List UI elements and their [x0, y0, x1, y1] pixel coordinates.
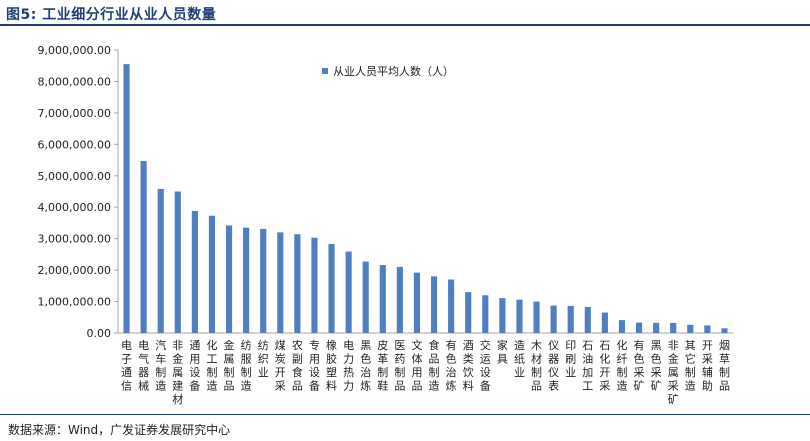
legend-label: 从业人员平均人数（人） — [333, 65, 454, 78]
figure-title: 图5: 工业细分行业从业人员数量 — [6, 7, 217, 23]
bar — [567, 305, 574, 333]
bar — [533, 301, 540, 333]
x-tick-label: 非金属采矿 — [668, 339, 679, 406]
bar — [601, 312, 608, 333]
x-tick-label: 煤炭开采 — [275, 339, 286, 393]
x-tick-label: 汽车制造 — [155, 338, 166, 393]
y-tick-label: 6,000,000.00 — [38, 138, 111, 151]
bars — [123, 64, 728, 334]
bar — [618, 320, 626, 333]
x-tick-label: 皮革制鞋 — [377, 339, 388, 393]
bar — [499, 298, 506, 333]
x-tick-label: 烟草制品 — [719, 338, 730, 393]
bar — [157, 188, 164, 333]
bar — [174, 191, 181, 333]
source-note: 数据来源：Wind，广发证券发展研究中心 — [8, 423, 231, 437]
y-tick-label: 5,000,000.00 — [38, 170, 111, 183]
x-tick-label: 黑色采矿 — [651, 339, 662, 393]
bar — [311, 237, 318, 333]
x-tick-label: 仪器仪表 — [548, 339, 559, 393]
legend-swatch — [322, 68, 328, 74]
x-tick-label: 印刷业 — [565, 339, 576, 379]
y-tick-label: 0.00 — [87, 327, 112, 340]
x-tick-label: 非金属建材 — [172, 339, 183, 406]
bar — [635, 322, 643, 333]
bar — [413, 272, 421, 333]
legend: 从业人员平均人数（人） — [322, 65, 454, 78]
x-tick-label: 造纸业 — [514, 338, 525, 379]
bar — [396, 266, 403, 333]
y-tick-label: 8,000,000.00 — [38, 75, 111, 88]
bar — [465, 292, 472, 333]
x-tick-label: 酒类饮料 — [463, 339, 474, 393]
bar — [123, 64, 130, 334]
x-axis-labels: 电子通信电气器械汽车制造非金属建材通用设备化工制造金属制品纺服制造纺织业煤炭开采… — [121, 338, 730, 406]
bar — [687, 324, 694, 333]
x-tick-label: 黑色治炼 — [360, 339, 371, 393]
bar — [721, 328, 728, 333]
y-tick-label: 4,000,000.00 — [38, 201, 111, 214]
bar — [345, 251, 352, 333]
y-tick-label: 3,000,000.00 — [38, 233, 111, 246]
bar — [208, 215, 216, 333]
bar — [225, 225, 233, 333]
x-tick-label: 专用设备 — [309, 338, 320, 393]
bar — [191, 211, 198, 333]
x-tick-label: 医药制品 — [394, 339, 405, 393]
source-divider — [0, 414, 810, 415]
x-tick-label: 开采辅助 — [702, 339, 713, 393]
bar — [294, 234, 301, 333]
x-tick-label: 石化开采 — [599, 339, 610, 393]
y-axis: 0.00 1,000,000.00 2,000,000.00 3,000,000.00… — [38, 44, 733, 340]
x-tick-label: 有色治炼 — [446, 338, 457, 393]
x-tick-label: 化工制造 — [206, 338, 217, 393]
x-tick-label: 通用设备 — [189, 339, 200, 393]
bar — [550, 305, 557, 333]
x-tick-label: 有色采矿 — [634, 338, 645, 393]
y-tick-label: 9,000,000.00 — [38, 44, 111, 57]
bar — [670, 322, 677, 333]
x-tick-label: 化纤制造 — [616, 338, 627, 393]
bar — [482, 295, 489, 333]
bar — [516, 299, 523, 333]
x-tick-label: 纺织业 — [258, 338, 269, 379]
x-tick-label: 家具 — [497, 338, 508, 366]
title-divider — [0, 24, 810, 26]
bar — [362, 261, 369, 333]
x-tick-label: 木材制品 — [531, 339, 542, 393]
bar — [277, 232, 284, 333]
x-tick-label: 橡胶塑料 — [326, 339, 337, 393]
bar — [584, 306, 591, 333]
bar — [328, 244, 335, 333]
bar — [653, 322, 660, 333]
y-tick-label: 7,000,000.00 — [38, 107, 111, 120]
bar — [243, 227, 250, 333]
x-tick-label: 石油加工 — [582, 339, 593, 393]
x-tick-label: 电气器械 — [138, 339, 149, 393]
bar — [704, 325, 711, 333]
x-tick-label: 文体用品 — [411, 338, 422, 393]
x-tick-label: 农副食品 — [292, 338, 303, 393]
x-tick-label: 金属制品 — [224, 338, 235, 393]
y-tick-label: 2,000,000.00 — [38, 264, 111, 277]
bar — [379, 265, 386, 333]
x-tick-label: 纺服制造 — [241, 338, 252, 393]
bar — [448, 279, 455, 333]
x-tick-label: 电子通信 — [121, 339, 132, 393]
x-tick-label: 交运设备 — [480, 338, 491, 393]
x-tick-label: 其它制造 — [685, 339, 696, 393]
y-tick-label: 1,000,000.00 — [38, 296, 111, 309]
bar — [430, 276, 438, 333]
x-tick-label: 电力热力 — [343, 339, 354, 393]
x-tick-label: 食品制造 — [429, 338, 440, 393]
bar — [260, 228, 267, 333]
bar — [140, 161, 147, 333]
